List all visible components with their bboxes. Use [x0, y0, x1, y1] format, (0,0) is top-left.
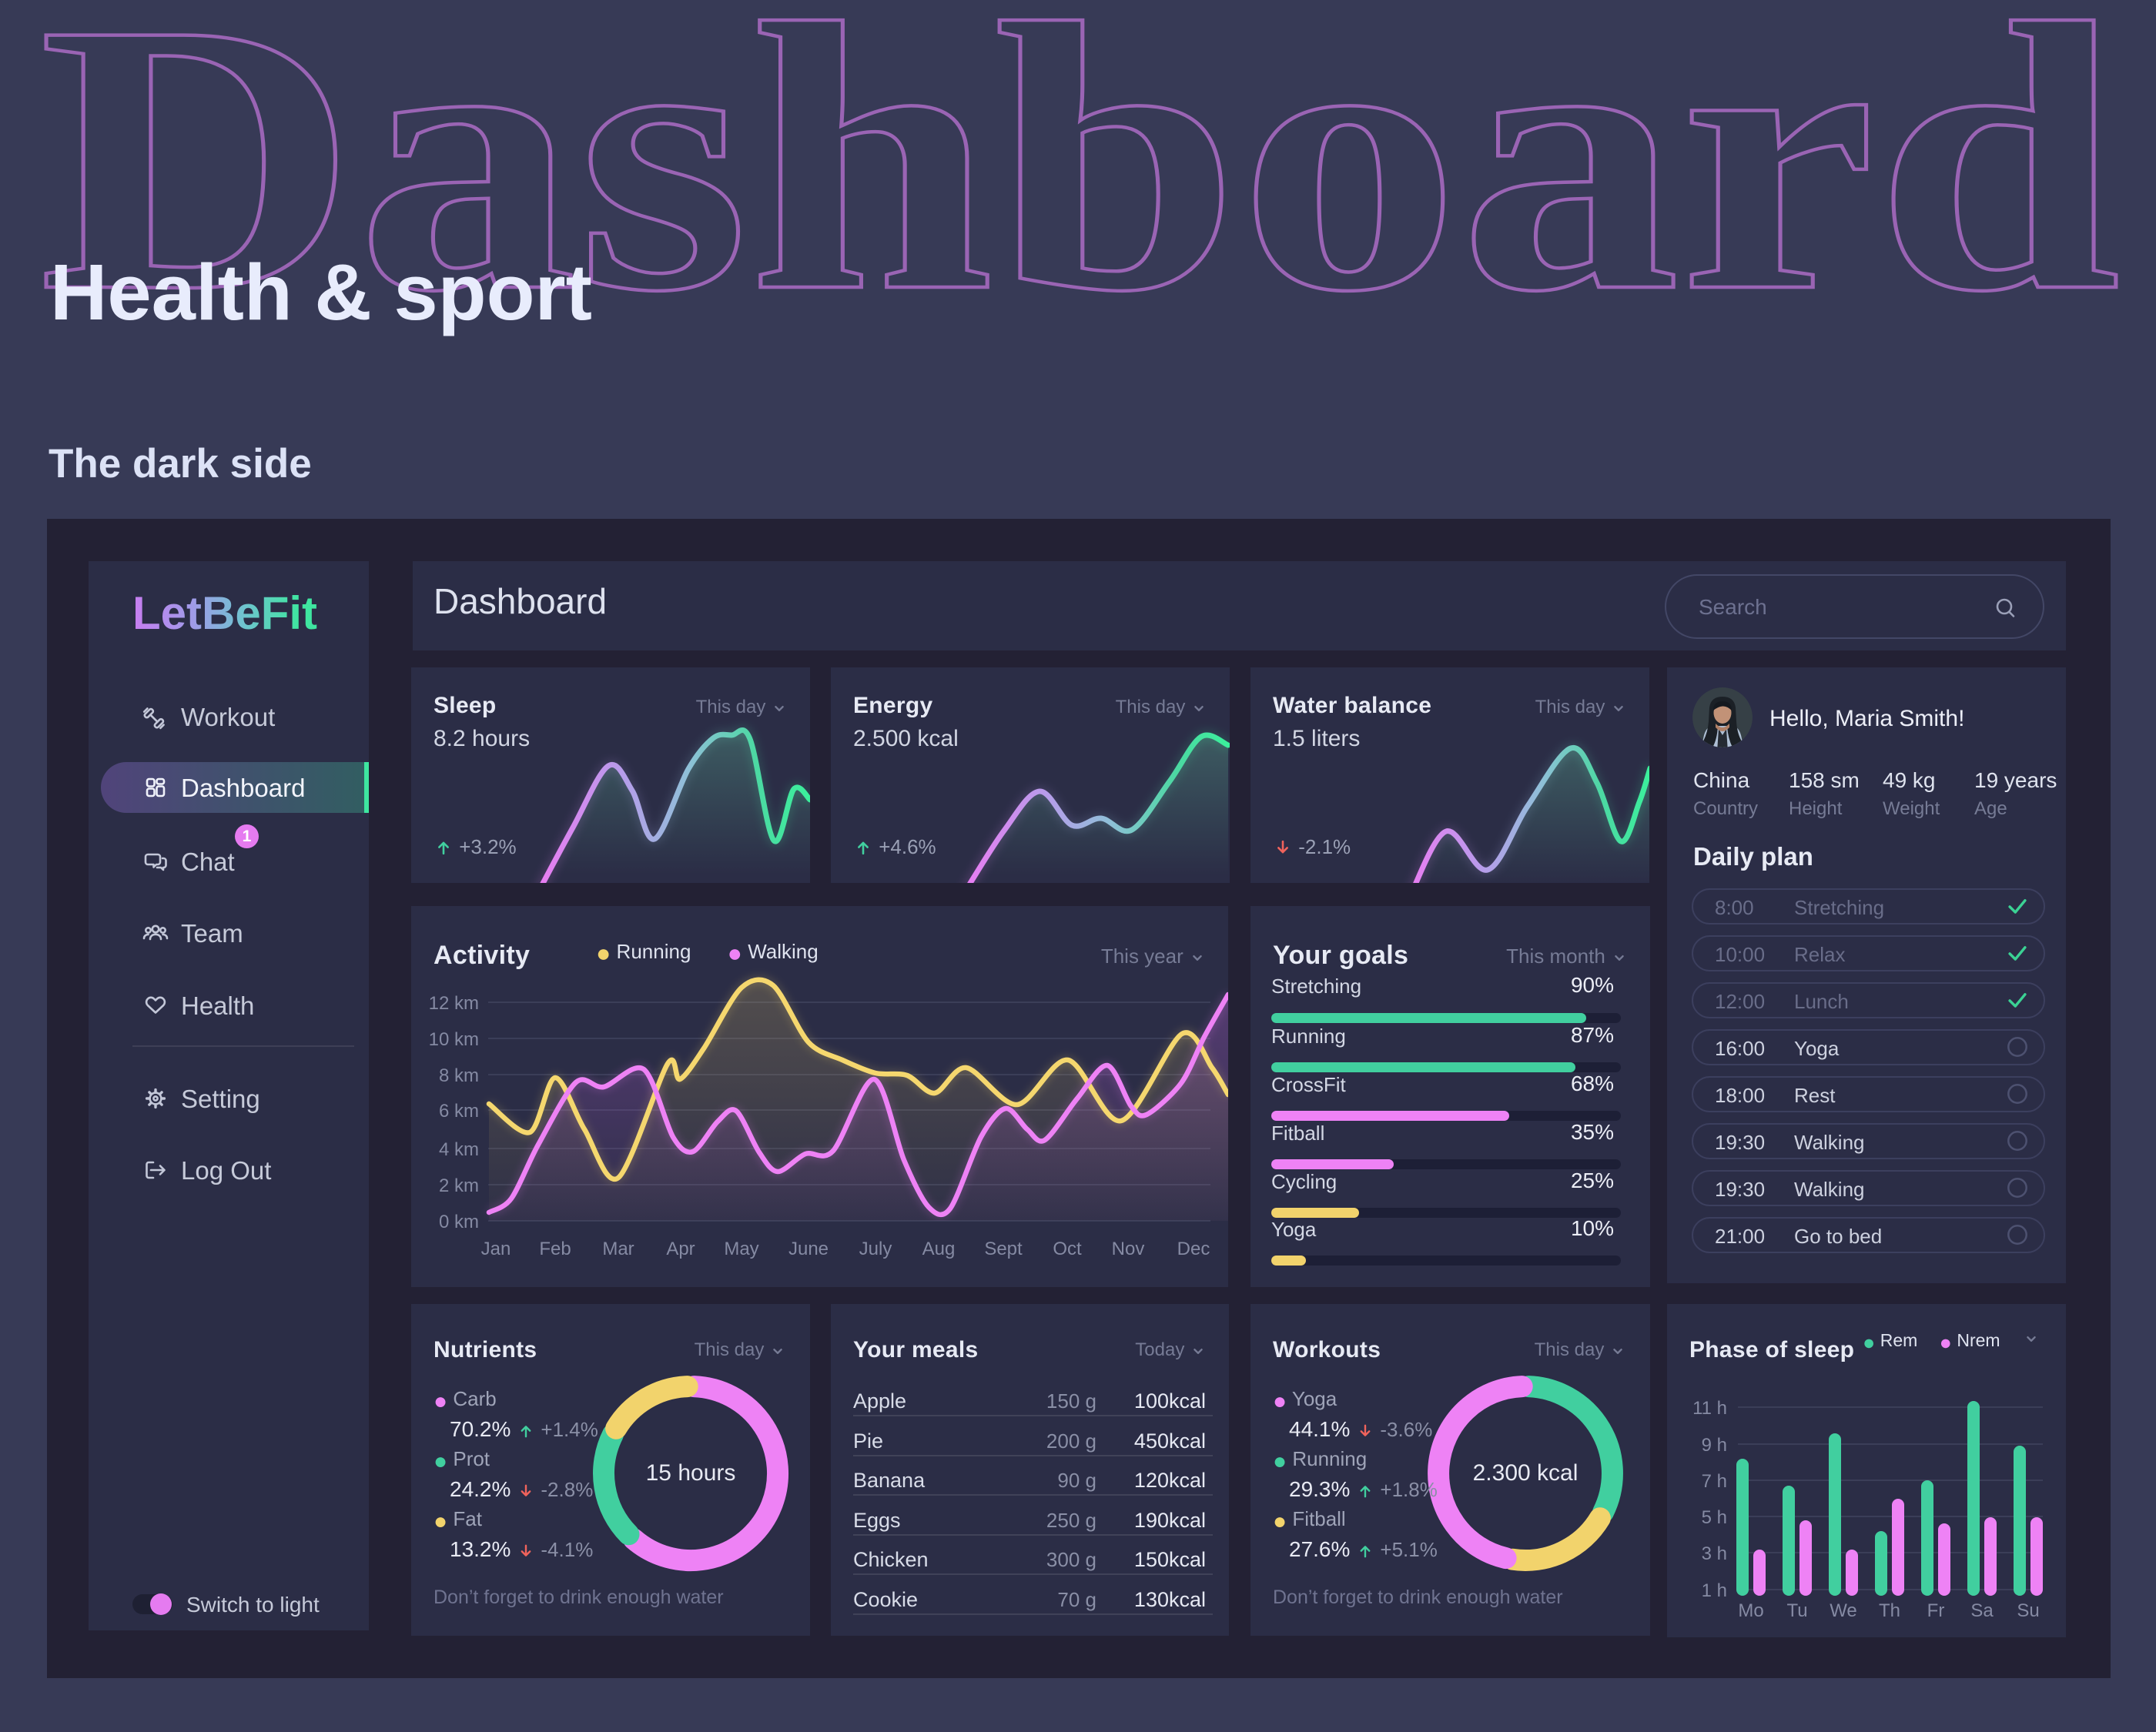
- svg-text:Th: Th: [1879, 1600, 1900, 1621]
- svg-text:Feb: Feb: [539, 1239, 571, 1259]
- svg-text:Mo: Mo: [1738, 1600, 1763, 1621]
- svg-text:Tu: Tu: [1786, 1600, 1807, 1621]
- svg-text:6 km: 6 km: [439, 1101, 479, 1122]
- svg-text:Su: Su: [2017, 1600, 2039, 1621]
- svg-text:July: July: [859, 1239, 892, 1259]
- svg-text:May: May: [724, 1239, 758, 1259]
- svg-text:Apr: Apr: [666, 1239, 695, 1259]
- svg-text:Dec: Dec: [1177, 1239, 1210, 1259]
- svg-text:Nov: Nov: [1112, 1239, 1145, 1259]
- svg-text:Mar: Mar: [602, 1239, 634, 1259]
- svg-text:Jan: Jan: [481, 1239, 511, 1259]
- svg-text:8 km: 8 km: [439, 1065, 479, 1086]
- svg-text:3 h: 3 h: [1702, 1543, 1727, 1564]
- svg-text:2 km: 2 km: [439, 1175, 479, 1196]
- svg-text:11 h: 11 h: [1692, 1398, 1727, 1419]
- svg-text:Fr: Fr: [1927, 1600, 1945, 1621]
- svg-text:Oct: Oct: [1053, 1239, 1082, 1259]
- svg-text:We: We: [1830, 1600, 1857, 1621]
- svg-text:Sept: Sept: [984, 1239, 1023, 1259]
- svg-text:5 h: 5 h: [1702, 1507, 1727, 1528]
- svg-text:June: June: [788, 1239, 829, 1259]
- svg-text:Sa: Sa: [1970, 1600, 1994, 1621]
- svg-text:Aug: Aug: [922, 1239, 956, 1259]
- svg-text:10 km: 10 km: [429, 1029, 479, 1050]
- svg-text:4 km: 4 km: [439, 1139, 479, 1160]
- svg-text:12 km: 12 km: [429, 993, 479, 1014]
- svg-text:0 km: 0 km: [439, 1212, 479, 1232]
- svg-text:1 h: 1 h: [1702, 1580, 1727, 1601]
- svg-text:7 h: 7 h: [1702, 1471, 1727, 1492]
- svg-text:9 h: 9 h: [1702, 1435, 1727, 1456]
